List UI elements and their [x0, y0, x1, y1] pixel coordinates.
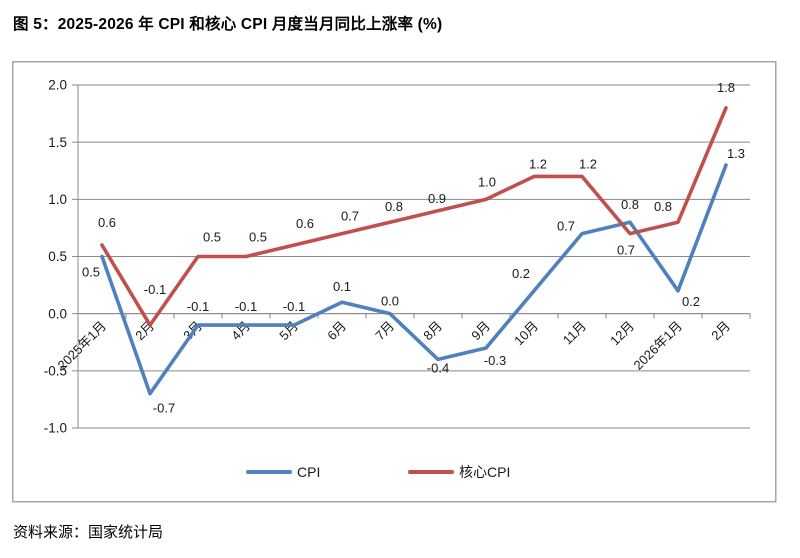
data-label: 0.9: [428, 191, 446, 206]
data-label: -0.1: [283, 299, 305, 314]
x-axis-label: 9月: [468, 318, 493, 343]
data-label: 0.5: [203, 230, 221, 245]
data-label: 0.5: [249, 230, 267, 245]
data-label: 0.7: [557, 219, 575, 234]
x-axis-label: 2026年1月: [631, 318, 686, 373]
legend-label-core-cpi: 核心CPI: [459, 464, 510, 480]
data-label: -0.3: [484, 353, 506, 368]
x-axis-label: 7月: [372, 318, 397, 343]
data-label: 1.8: [717, 80, 735, 95]
data-label: 1.2: [529, 156, 547, 171]
x-axis-label: 4月: [228, 318, 253, 343]
data-label: 0.2: [512, 266, 530, 281]
y-axis-label: 1.0: [48, 192, 67, 207]
data-label: 0.8: [654, 199, 672, 214]
data-label: 1.2: [579, 156, 597, 171]
y-axis-label: 1.5: [48, 135, 67, 150]
x-axis-label: 10月: [511, 318, 541, 348]
x-axis-label: 6月: [324, 318, 349, 343]
data-label: -0.7: [153, 401, 175, 416]
y-axis-label: 0.5: [48, 249, 67, 264]
legend-label-cpi: CPI: [297, 464, 320, 480]
x-axis-label: 11月: [560, 318, 589, 347]
source-note: 资料来源：国家统计局: [13, 524, 164, 541]
x-axis-label: 2025年1月: [55, 318, 110, 373]
y-axis-label: -1.0: [44, 421, 67, 436]
data-label: -0.4: [427, 360, 449, 375]
data-label: 1.0: [478, 174, 496, 189]
data-label: -0.1: [235, 299, 257, 314]
y-axis-label: 2.0: [48, 78, 67, 93]
x-axis-label: 12月: [607, 318, 637, 348]
data-label: 0.5: [82, 265, 100, 280]
data-label: -0.1: [144, 282, 166, 297]
data-label: 0.6: [98, 215, 116, 230]
y-axis-label: 0.0: [48, 306, 67, 321]
data-label: 0.8: [385, 199, 403, 214]
core-cpi-series-line: [100, 106, 728, 327]
data-label: 0.2: [682, 294, 700, 309]
data-label: 1.3: [727, 146, 745, 161]
data-label: 0.6: [296, 216, 314, 231]
y-axis-label: -0.5: [44, 363, 67, 378]
data-label: 0.7: [617, 243, 635, 258]
figure-title: 图 5：2025-2026 年 CPI 和核心 CPI 月度当月同比上涨率 (%…: [13, 16, 443, 33]
x-axis-label: 2月: [708, 318, 733, 343]
data-label: 0.7: [341, 209, 359, 224]
data-label: 0.1: [333, 279, 351, 294]
x-axis-label: 8月: [420, 318, 445, 343]
data-label: -0.1: [187, 299, 209, 314]
data-label: 0.8: [621, 197, 639, 212]
data-label: 0.0: [381, 294, 399, 309]
chart-border: [12, 61, 777, 503]
